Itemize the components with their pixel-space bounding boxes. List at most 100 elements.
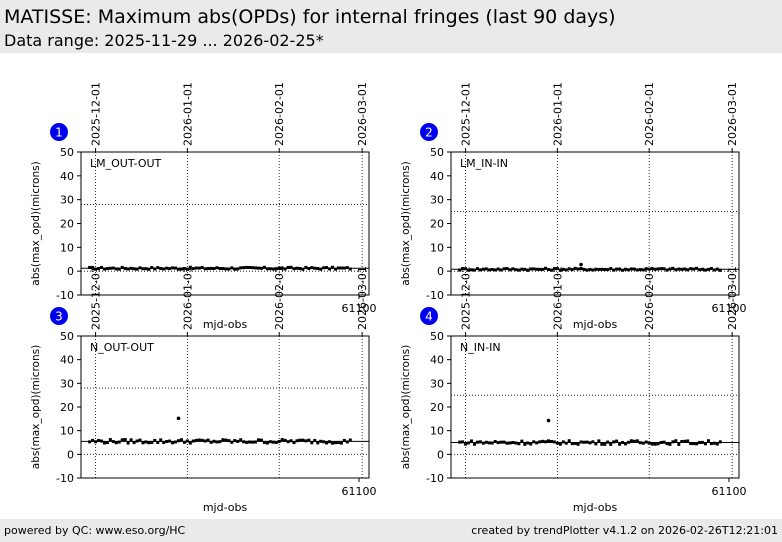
data-point — [552, 440, 556, 444]
data-point — [464, 267, 468, 271]
data-point — [200, 265, 204, 269]
plot-frame — [450, 151, 740, 296]
data-point — [123, 267, 127, 271]
data-point — [218, 267, 222, 271]
data-point — [490, 267, 494, 271]
data-point — [511, 441, 515, 445]
data-point — [114, 267, 118, 271]
data-point — [147, 267, 151, 271]
data-point — [304, 265, 308, 269]
data-point — [606, 440, 610, 444]
y-tick-label: 10 — [430, 425, 444, 438]
data-point — [701, 267, 705, 271]
data-point — [259, 438, 263, 442]
date-tick-label: 2026-03-01 — [356, 266, 369, 330]
data-point — [541, 267, 545, 271]
data-point — [706, 439, 710, 443]
y-tick-label: 20 — [60, 218, 74, 231]
data-point — [641, 441, 645, 445]
data-point — [517, 442, 521, 446]
panel-number-label: 2 — [425, 126, 433, 140]
data-point — [99, 439, 103, 443]
data-point — [274, 440, 278, 444]
data-point — [262, 265, 266, 269]
data-point — [200, 438, 204, 442]
data-point — [182, 440, 186, 444]
data-point — [206, 438, 210, 442]
data-point — [698, 268, 702, 272]
data-point — [316, 266, 320, 270]
data-point — [248, 265, 252, 269]
data-point — [499, 268, 503, 272]
data-point — [615, 439, 619, 443]
data-point — [105, 441, 109, 445]
chart-panel-3: 50403020100-10abs(max_opd)(microns)2025-… — [30, 266, 377, 514]
data-point — [467, 268, 471, 272]
data-point — [469, 439, 473, 443]
data-point — [144, 440, 148, 444]
data-point — [686, 268, 690, 272]
y-axis-label: abs(max_opd)(microns) — [400, 161, 412, 285]
data-point — [677, 442, 681, 446]
data-point — [653, 267, 657, 271]
data-point — [555, 441, 559, 445]
footer-credit: powered by QC: www.eso.org/HC — [4, 524, 186, 537]
y-tick-label: 0 — [437, 448, 444, 461]
data-point — [179, 267, 183, 271]
data-point — [529, 442, 533, 446]
data-point — [141, 267, 145, 271]
date-tick-label: 2025-12-01 — [90, 82, 103, 146]
y-tick-label: 10 — [60, 241, 74, 254]
data-point — [123, 438, 127, 442]
data-point — [182, 267, 186, 271]
date-tick-label: 2026-01-01 — [551, 266, 564, 330]
data-point — [224, 438, 228, 442]
data-point — [176, 439, 180, 443]
date-tick-label: 2026-03-01 — [726, 82, 739, 146]
data-point — [461, 440, 465, 444]
data-point — [493, 268, 497, 272]
data-point — [606, 268, 610, 272]
data-point — [487, 268, 491, 272]
data-point — [209, 266, 213, 270]
data-point — [496, 441, 500, 445]
data-point — [97, 267, 101, 271]
data-point — [102, 267, 106, 271]
y-tick-label: 0 — [437, 265, 444, 278]
data-point — [600, 442, 604, 446]
data-point — [94, 440, 98, 444]
data-point — [236, 267, 240, 271]
data-point — [203, 439, 207, 443]
y-tick-label: 50 — [60, 146, 74, 159]
data-point — [665, 268, 669, 272]
data-point — [626, 440, 630, 444]
data-point — [597, 267, 601, 271]
data-point — [292, 441, 296, 445]
data-point — [520, 267, 524, 271]
data-point — [514, 441, 518, 445]
data-point — [638, 441, 642, 445]
data-point — [141, 441, 145, 445]
data-point — [647, 441, 651, 445]
data-point — [203, 267, 207, 271]
series-label: LM_OUT-OUT — [90, 157, 162, 170]
data-point — [718, 440, 722, 444]
data-point — [591, 268, 595, 272]
data-point — [313, 266, 317, 270]
data-point — [677, 267, 681, 271]
data-point — [635, 268, 639, 272]
y-tick-label: 0 — [67, 448, 74, 461]
data-point — [88, 440, 92, 444]
data-point — [576, 267, 580, 271]
data-point — [319, 439, 323, 443]
data-point — [159, 438, 163, 442]
data-point — [656, 267, 660, 271]
data-point — [245, 440, 249, 444]
outlier-point — [546, 418, 551, 423]
data-point — [582, 440, 586, 444]
data-point — [481, 441, 485, 445]
data-point — [153, 438, 157, 442]
data-point — [668, 267, 672, 271]
data-point — [286, 440, 290, 444]
data-point — [165, 266, 169, 270]
